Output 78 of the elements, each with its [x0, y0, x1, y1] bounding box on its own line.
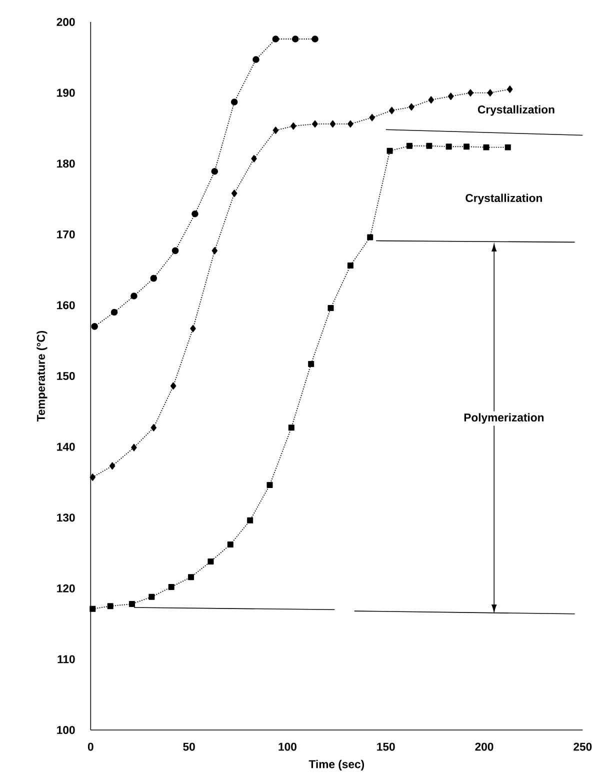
point	[150, 424, 157, 432]
point	[131, 444, 137, 452]
point	[150, 274, 158, 282]
point	[504, 144, 511, 150]
point	[212, 247, 218, 254]
point	[148, 594, 155, 600]
point	[208, 558, 214, 564]
y-tick-label: 170	[57, 230, 75, 238]
point	[190, 324, 196, 332]
x-tick-label: 200	[475, 742, 494, 751]
x-tick-label: 250	[574, 742, 592, 751]
y-tick-label: 190	[57, 88, 75, 97]
point	[446, 144, 452, 150]
point	[428, 96, 434, 104]
x-tick-label: 0	[88, 742, 94, 751]
point	[107, 603, 114, 610]
point	[292, 36, 299, 42]
point	[170, 382, 176, 390]
y-tick-label: 120	[57, 584, 75, 592]
point	[130, 292, 138, 300]
x-axis-title: Time (sec)	[308, 760, 364, 770]
point	[252, 56, 260, 63]
y-tick-label: 150	[57, 372, 75, 380]
point	[367, 234, 374, 240]
point	[290, 122, 296, 130]
point	[90, 606, 96, 612]
point	[487, 89, 494, 96]
point	[330, 120, 336, 128]
point	[312, 36, 318, 42]
point	[109, 462, 116, 470]
point	[464, 144, 470, 150]
annotation: Polymerization	[464, 413, 544, 424]
point	[448, 92, 454, 100]
x-tick-label: 100	[278, 742, 296, 751]
point	[483, 144, 490, 150]
point	[110, 308, 118, 316]
y-axis-title: Temperature (°C)	[36, 330, 48, 422]
point	[328, 305, 334, 312]
point	[312, 120, 318, 128]
annotation: Crystallization	[478, 105, 554, 116]
point	[369, 114, 375, 122]
point	[288, 424, 294, 431]
point	[408, 103, 414, 111]
point	[426, 142, 432, 149]
point	[230, 98, 238, 106]
y-tick-label: 110	[58, 655, 75, 664]
point	[406, 142, 412, 149]
point	[231, 190, 238, 198]
y-tick-label: 180	[57, 160, 75, 168]
point	[91, 323, 98, 330]
y-tick-label: 100	[57, 726, 75, 734]
point	[172, 247, 179, 254]
point	[266, 482, 273, 488]
point	[388, 106, 395, 114]
point	[347, 262, 354, 269]
point	[251, 154, 257, 162]
annotation: Crystallization	[466, 194, 542, 204]
y-tick-label: 140	[57, 442, 75, 451]
point	[348, 120, 354, 128]
point	[192, 210, 198, 218]
point	[506, 86, 513, 93]
point	[272, 36, 280, 42]
point	[247, 517, 254, 524]
point	[128, 600, 135, 607]
point	[386, 148, 393, 154]
point	[468, 89, 474, 96]
y-tick-label: 200	[56, 18, 75, 26]
x-tick-label: 150	[377, 742, 395, 751]
point	[188, 574, 194, 580]
point	[227, 541, 234, 548]
y-tick-label: 160	[57, 301, 75, 310]
point	[308, 360, 314, 367]
point	[211, 168, 218, 175]
point	[168, 584, 174, 590]
point	[272, 126, 279, 134]
x-tick-label: 50	[183, 742, 195, 751]
point	[90, 474, 96, 481]
y-tick-label: 130	[57, 514, 75, 522]
